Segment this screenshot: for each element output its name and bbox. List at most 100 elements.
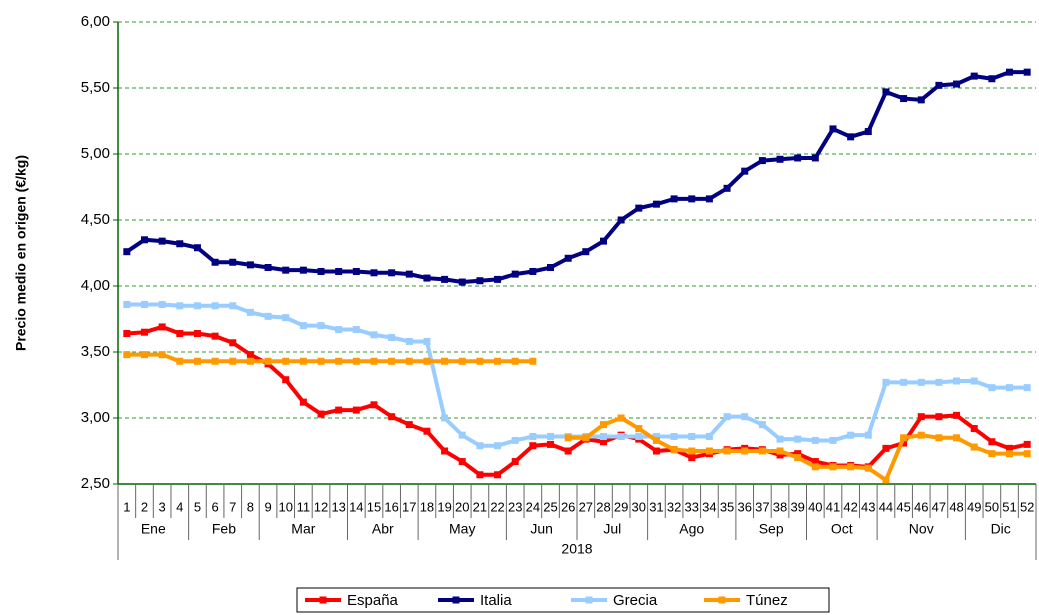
legend-label: Grecia <box>613 592 658 609</box>
point-marker <box>811 458 819 466</box>
point-marker <box>635 204 643 212</box>
point-marker <box>140 351 148 359</box>
x-tick-label: 25 <box>543 499 557 514</box>
point-marker <box>423 427 431 435</box>
point-marker <box>741 167 749 175</box>
point-marker <box>458 458 466 466</box>
point-marker <box>776 447 784 455</box>
legend-swatch <box>319 596 327 604</box>
point-marker <box>882 88 890 96</box>
x-tick-label: 37 <box>755 499 769 514</box>
point-marker <box>299 322 307 330</box>
legend-swatch <box>585 596 593 604</box>
point-marker <box>352 357 360 365</box>
point-marker <box>458 431 466 439</box>
point-marker <box>176 240 184 248</box>
point-marker <box>882 444 890 452</box>
point-marker <box>264 312 272 320</box>
x-group-title: 2018 <box>561 541 592 557</box>
point-marker <box>211 302 219 310</box>
point-marker <box>282 266 290 274</box>
x-tick-label: 28 <box>596 499 610 514</box>
point-marker <box>246 351 254 359</box>
point-marker <box>988 438 996 446</box>
x-group-label: Sep <box>759 521 784 537</box>
point-marker <box>864 128 872 136</box>
point-marker <box>688 432 696 440</box>
point-marker <box>882 476 890 484</box>
x-tick-label: 34 <box>702 499 716 514</box>
y-tick-label: 3,00 <box>81 409 110 426</box>
series-line <box>125 70 1028 285</box>
series-line <box>126 324 1028 477</box>
series-line <box>126 302 1028 448</box>
point-marker <box>1023 384 1031 392</box>
x-tick-label: 31 <box>649 499 663 514</box>
point-marker <box>370 331 378 339</box>
point-marker <box>882 378 890 386</box>
point-marker <box>123 300 131 308</box>
point-marker <box>405 337 413 345</box>
point-marker <box>900 95 908 103</box>
x-tick-label: 5 <box>194 499 201 514</box>
x-tick-label: 38 <box>773 499 787 514</box>
point-marker <box>211 357 219 365</box>
y-tick-label: 6,00 <box>81 13 110 30</box>
y-axis-label: Precio medio en origen (€/kg) <box>13 155 29 351</box>
point-marker <box>352 267 360 275</box>
point-marker <box>599 438 607 446</box>
point-marker <box>1006 384 1014 392</box>
point-marker <box>988 75 996 83</box>
point-marker <box>193 244 201 252</box>
point-marker <box>158 300 166 308</box>
point-marker <box>688 195 696 203</box>
x-tick-label: 13 <box>331 499 345 514</box>
point-marker <box>158 351 166 359</box>
point-marker <box>193 302 201 310</box>
point-marker <box>441 357 449 365</box>
point-marker <box>1006 444 1014 452</box>
y-tick-label: 4,50 <box>81 211 110 228</box>
point-marker <box>317 267 325 275</box>
point-marker <box>758 157 766 165</box>
x-tick-label: 7 <box>229 499 236 514</box>
point-marker <box>229 357 237 365</box>
point-marker <box>511 357 519 365</box>
point-marker <box>953 411 961 419</box>
point-marker <box>705 447 713 455</box>
x-tick-label: 48 <box>949 499 963 514</box>
point-marker <box>405 421 413 429</box>
legend-label: España <box>347 592 399 609</box>
x-tick-label: 27 <box>579 499 593 514</box>
point-marker <box>388 333 396 341</box>
x-group-label: Feb <box>212 521 236 537</box>
point-marker <box>352 326 360 334</box>
x-tick-label: 8 <box>247 499 254 514</box>
point-marker <box>441 275 449 283</box>
point-marker <box>970 377 978 385</box>
point-marker <box>564 434 572 442</box>
x-tick-label: 21 <box>473 499 487 514</box>
x-tick-label: 6 <box>211 499 218 514</box>
point-marker <box>794 450 802 458</box>
point-marker <box>299 357 307 365</box>
point-marker <box>953 377 961 385</box>
y-tick-label: 5,00 <box>81 145 110 162</box>
point-marker <box>723 447 731 455</box>
point-marker <box>617 216 625 224</box>
x-tick-label: 23 <box>508 499 522 514</box>
point-marker <box>211 332 219 340</box>
x-tick-label: 1 <box>123 499 130 514</box>
x-tick-label: 19 <box>437 499 451 514</box>
y-tick-label: 4,00 <box>81 277 110 294</box>
point-marker <box>617 414 625 422</box>
point-marker <box>794 435 802 443</box>
point-marker <box>140 300 148 308</box>
point-marker <box>317 410 325 418</box>
point-marker <box>741 447 749 455</box>
point-marker <box>388 413 396 421</box>
point-marker <box>723 413 731 421</box>
x-tick-label: 43 <box>861 499 875 514</box>
legend-box <box>296 587 830 613</box>
